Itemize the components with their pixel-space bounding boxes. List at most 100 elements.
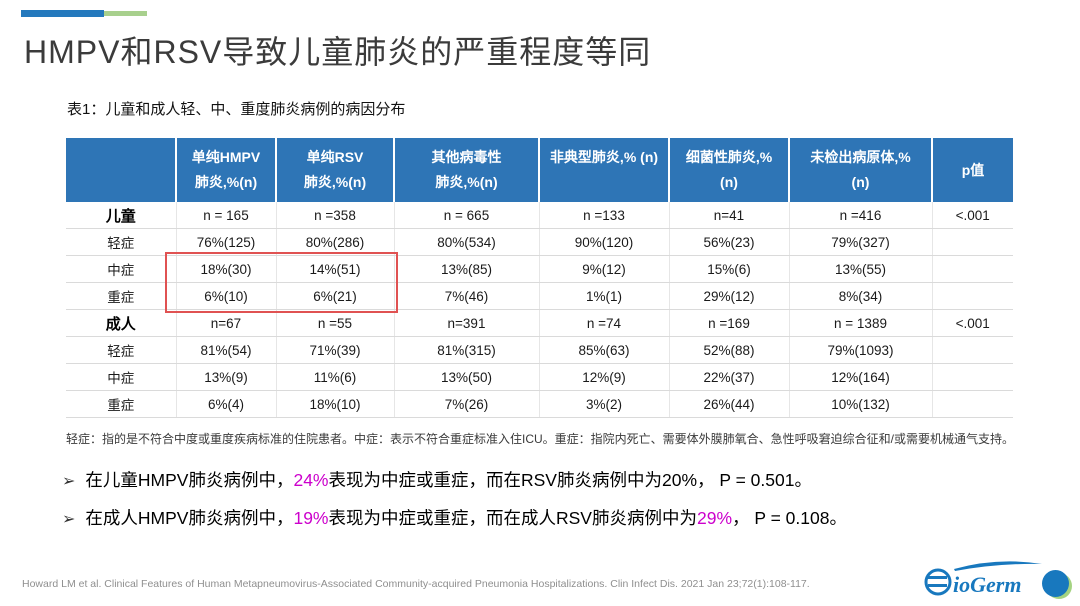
table-cell: <.001 bbox=[932, 202, 1013, 229]
table-cell: <.001 bbox=[932, 309, 1013, 337]
row-label: 儿童 bbox=[66, 202, 177, 229]
table-row: 成人 n=67 n =55 n=391 n =74 n =169 n = 1389 <.001 bbox=[66, 309, 1013, 337]
highlighted-stat: 19% bbox=[293, 508, 329, 528]
table-cell: 26%(44) bbox=[669, 390, 790, 418]
bullet-point: ➢ 在成人HMPV肺炎病例中，19%表现为中症或重症，而在成人RSV肺炎病例中为2… bbox=[62, 506, 1022, 532]
table-cell: n =358 bbox=[276, 202, 395, 229]
column-header: 单纯RSV 肺炎,%(n) bbox=[276, 138, 395, 202]
table-cell: 9%(12) bbox=[539, 255, 670, 283]
table-footnote: 轻症：指的是不符合中度或重度疾病标准的住院患者。中症：表示不符合重症标准入住IC… bbox=[66, 432, 1015, 446]
table-cell: 12%(9) bbox=[539, 363, 670, 391]
table-cell: 13%(55) bbox=[789, 255, 933, 283]
table-row: 中症 18%(30) 14%(51) 13%(85) 9%(12) 15%(6) 13%(5… bbox=[66, 255, 1013, 283]
row-label: 成人 bbox=[66, 309, 177, 337]
table-cell: n=67 bbox=[176, 309, 277, 337]
column-header: 其他病毒性 肺炎,%(n) bbox=[394, 138, 540, 202]
table-cell: 71%(39) bbox=[276, 336, 395, 364]
bullet-text: 在儿童HMPV肺炎病例中， bbox=[85, 470, 294, 490]
table-cell: 18%(30) bbox=[176, 255, 277, 283]
table-cell: n =55 bbox=[276, 309, 395, 337]
column-header: 细菌性肺炎,% (n) bbox=[669, 138, 790, 202]
bullet-marker-icon: ➢ bbox=[62, 511, 76, 528]
table-cell: 85%(63) bbox=[539, 336, 670, 364]
table-cell: n =133 bbox=[539, 202, 670, 229]
table-cell: 81%(315) bbox=[394, 336, 540, 364]
table-cell: 6%(4) bbox=[176, 390, 277, 418]
table-cell bbox=[932, 363, 1013, 391]
table-cell: 22%(37) bbox=[669, 363, 790, 391]
table-cell: 81%(54) bbox=[176, 336, 277, 364]
table-caption: 表1：儿童和成人轻、中、重度肺炎病例的病因分布 bbox=[67, 101, 406, 118]
table-cell bbox=[932, 255, 1013, 283]
bullet-text: 在成人HMPV肺炎病例中， bbox=[85, 508, 294, 528]
logo-text: ioGerm bbox=[953, 572, 1021, 597]
table-cell: 6%(21) bbox=[276, 282, 395, 310]
table-row: 重症 6%(10) 6%(21) 7%(46) 1%(1) 29%(12) 8%(34) bbox=[66, 282, 1013, 310]
bullet-point: ➢ 在儿童HMPV肺炎病例中，24%表现为中症或重症，而在RSV肺炎病例中为20%… bbox=[62, 468, 1022, 494]
table-cell: n =416 bbox=[789, 202, 933, 229]
citation-text: Howard LM et al. Clinical Features of Hu… bbox=[22, 578, 810, 590]
logo-b-circle-icon bbox=[924, 568, 952, 596]
table-cell: n = 165 bbox=[176, 202, 277, 229]
table-cell: 12%(164) bbox=[789, 363, 933, 391]
row-label: 轻症 bbox=[66, 336, 177, 364]
data-table: 单纯HMPV 肺炎,%(n) 单纯RSV 肺炎,%(n) 其他病毒性 肺炎,%(n) 非典型… bbox=[66, 138, 1013, 418]
row-label: 重症 bbox=[66, 390, 177, 418]
table-cell bbox=[932, 390, 1013, 418]
table-cell: 15%(6) bbox=[669, 255, 790, 283]
biogerm-logo: ioGerm bbox=[924, 561, 1042, 597]
accent-bar-green bbox=[104, 11, 147, 16]
table-cell: 13%(85) bbox=[394, 255, 540, 283]
key-points: ➢ 在儿童HMPV肺炎病例中，24%表现为中症或重症，而在RSV肺炎病例中为20%… bbox=[62, 468, 1022, 544]
row-label: 中症 bbox=[66, 255, 177, 283]
table-cell: 8%(34) bbox=[789, 282, 933, 310]
table-body: 儿童 n = 165 n =358 n = 665 n =133 n=41 n =416 <.… bbox=[66, 202, 1013, 418]
bullet-text: ， P = 0.108。 bbox=[732, 508, 847, 528]
table-row: 轻症 81%(54) 71%(39) 81%(315) 85%(63) 52%(88) 79… bbox=[66, 336, 1013, 364]
column-header: 未检出病原体,% (n) bbox=[789, 138, 933, 202]
etiology-table: 单纯HMPV 肺炎,%(n) 单纯RSV 肺炎,%(n) 其他病毒性 肺炎,%(n) 非典型… bbox=[66, 138, 1013, 418]
table-cell bbox=[932, 336, 1013, 364]
table-row: 儿童 n = 165 n =358 n = 665 n =133 n=41 n =416 <.… bbox=[66, 202, 1013, 229]
table-cell: n =169 bbox=[669, 309, 790, 337]
table-cell: 10%(132) bbox=[789, 390, 933, 418]
row-label: 重症 bbox=[66, 282, 177, 310]
accent-bar-blue bbox=[21, 10, 104, 17]
table-cell: 76%(125) bbox=[176, 228, 277, 256]
table-cell: 1%(1) bbox=[539, 282, 670, 310]
bullet-marker-icon: ➢ bbox=[62, 473, 76, 490]
table-cell: 7%(26) bbox=[394, 390, 540, 418]
table-cell: n=391 bbox=[394, 309, 540, 337]
table-cell: 80%(534) bbox=[394, 228, 540, 256]
table-cell: 7%(46) bbox=[394, 282, 540, 310]
table-cell: 90%(120) bbox=[539, 228, 670, 256]
table-cell: 3%(2) bbox=[539, 390, 670, 418]
table-cell: 11%(6) bbox=[276, 363, 395, 391]
table-cell: 80%(286) bbox=[276, 228, 395, 256]
table-cell: n = 1389 bbox=[789, 309, 933, 337]
table-cell: 6%(10) bbox=[176, 282, 277, 310]
table-cell: n =74 bbox=[539, 309, 670, 337]
bullet-text: 表现为中症或重症，而在RSV肺炎病例中为20%， P = 0.501。 bbox=[328, 470, 812, 490]
table-cell: 18%(10) bbox=[276, 390, 395, 418]
table-cell: n=41 bbox=[669, 202, 790, 229]
page-title: HMPV和RSV导致儿童肺炎的严重程度等同 bbox=[24, 34, 652, 70]
column-header: p值 bbox=[932, 138, 1013, 202]
row-label: 轻症 bbox=[66, 228, 177, 256]
logo-swoosh-icon bbox=[954, 561, 1042, 571]
row-label: 中症 bbox=[66, 363, 177, 391]
table-header-row: 单纯HMPV 肺炎,%(n) 单纯RSV 肺炎,%(n) 其他病毒性 肺炎,%(n) 非典型… bbox=[66, 138, 1013, 202]
highlighted-stat: 29% bbox=[696, 508, 733, 528]
table-cell: 14%(51) bbox=[276, 255, 395, 283]
table-row: 中症 13%(9) 11%(6) 13%(50) 12%(9) 22%(37) 12%(16… bbox=[66, 363, 1013, 391]
footer-dot-blue-icon bbox=[1042, 570, 1069, 597]
table-cell bbox=[932, 282, 1013, 310]
column-header bbox=[66, 138, 177, 202]
column-header: 非典型肺炎,% (n) bbox=[539, 138, 670, 202]
table-cell: n = 665 bbox=[394, 202, 540, 229]
table-cell: 79%(327) bbox=[789, 228, 933, 256]
table-cell bbox=[932, 228, 1013, 256]
table-cell: 29%(12) bbox=[669, 282, 790, 310]
table-cell: 13%(9) bbox=[176, 363, 277, 391]
table-cell: 13%(50) bbox=[394, 363, 540, 391]
